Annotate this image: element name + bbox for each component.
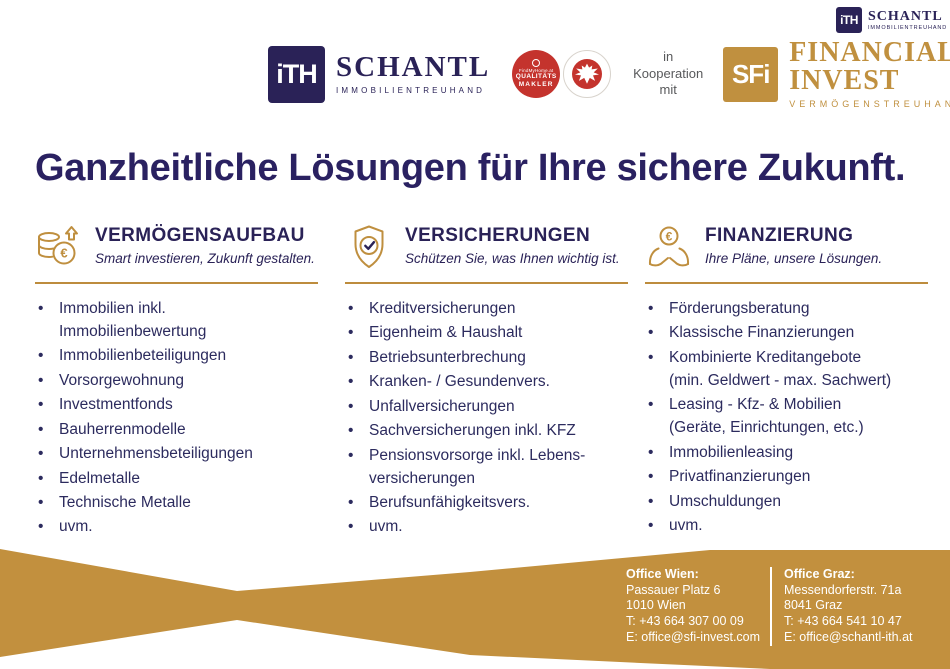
list-item: uvm.: [35, 516, 318, 539]
sfi-monogram: SFi: [731, 58, 770, 89]
austrian-eagle-seal-icon: [563, 50, 612, 98]
service-list: FörderungsberatungKlassische Finanzierun…: [645, 298, 928, 538]
office-graz: Office Graz: Messendorferstr. 71a 8041 Gr…: [770, 567, 928, 646]
office-lines: Messendorferstr. 71a 8041 Graz T: +43 664 …: [784, 583, 928, 646]
office-title: Office Wien:: [626, 567, 699, 581]
office-line: T: +43 664 541 10 47: [784, 614, 902, 629]
brand-subtitle: IMMOBILIENTREUHAND: [336, 86, 486, 95]
badge-top-text: FindMyHome.at: [519, 67, 554, 73]
list-item: Berufsunfähigkeitsvers.: [345, 492, 628, 515]
header: iTH SCHANTL IMMOBILIENTREUHAND FindMyHom…: [268, 39, 950, 109]
list-item: Betriebsunterbrechung: [345, 347, 628, 370]
list-item: Umschuldungen: [645, 491, 928, 514]
coins-growth-icon: €: [38, 226, 78, 265]
column-heading: VERSICHERUNGEN: [405, 225, 591, 246]
list-item: Sachversicherungen inkl. KFZ: [345, 420, 628, 443]
svg-text:€: €: [666, 230, 673, 244]
list-item: Unternehmensbeteiligungen: [35, 443, 318, 466]
svg-text:€: €: [60, 246, 67, 261]
sfi-logo-icon: SFi: [723, 46, 779, 102]
list-item: Unfallversicherungen: [345, 396, 628, 419]
office-line: Passauer Platz 6: [626, 582, 721, 597]
partner-subtitle: VERMÖGENSTREUHAND: [789, 99, 950, 109]
ith-logo-icon: iTH: [836, 7, 862, 33]
list-item: Pensionsvorsorge inkl. Lebens- versicher…: [345, 445, 628, 491]
shield-check-icon: [354, 225, 384, 268]
list-item: Vorsorgewohnung: [35, 370, 318, 393]
service-list: KreditversicherungenEigenheim & Haushalt…: [345, 298, 628, 539]
column-vermoegensaufbau: € VERMÖGENSAUFBAU Smart investieren, Zuk…: [35, 222, 318, 541]
gold-divider: [345, 282, 628, 284]
column-tagline: Ihre Pläne, unsere Lösungen.: [705, 250, 883, 266]
list-item: Technische Metalle: [35, 492, 318, 515]
office-line: E: office@sfi-invest.com: [626, 629, 761, 644]
office-line: T: +43 664 307 00 09: [626, 614, 744, 629]
partner-name: FINANCIAL INVEST: [789, 37, 950, 96]
column-versicherungen: VERSICHERUNGEN Schützen Sie, was Ihnen w…: [345, 222, 628, 541]
list-item: Kranken- / Gesundenvers.: [345, 371, 628, 394]
list-item: uvm.: [345, 516, 628, 539]
list-item: Edelmetalle: [35, 468, 318, 491]
column-tagline: Smart investieren, Zukunft gestalten.: [95, 250, 315, 266]
office-line: 8041 Graz: [784, 598, 843, 613]
gold-divider: [35, 282, 318, 284]
list-item: Immobilien inkl. Immobilienbewertung: [35, 298, 318, 344]
badge-emblem-icon: [532, 58, 541, 67]
hands-coin-icon: €: [648, 226, 690, 267]
column-tagline: Schützen Sie, was Ihnen wichtig ist.: [405, 250, 620, 266]
office-line: Messendorferstr. 71a: [784, 582, 902, 597]
list-item: Kreditversicherungen: [345, 298, 628, 321]
list-item: Investmentfonds: [35, 394, 318, 417]
gold-divider: [645, 282, 928, 284]
office-title: Office Graz:: [784, 567, 855, 581]
list-item: Privatfinanzierungen: [645, 466, 928, 489]
ith-monogram: iTH: [276, 58, 317, 89]
gold-ribbon-shape: [0, 549, 950, 669]
corner-brand-name: SCHANTL: [868, 9, 943, 24]
office-line: 1010 Wien: [626, 598, 686, 613]
list-item: Förderungsberatung: [645, 298, 928, 321]
office-line: E: office@schantl-ith.at: [784, 629, 913, 644]
service-list: Immobilien inkl. ImmobilienbewertungImmo…: [35, 298, 318, 539]
brand-name: SCHANTL: [336, 51, 491, 83]
list-item: Eigenheim & Haushalt: [345, 322, 628, 345]
ith-logo-icon: iTH: [268, 45, 325, 103]
badge-mid-text: QUALITÄTS: [515, 73, 557, 81]
eagle-emblem-icon: [572, 59, 603, 89]
column-heading: VERMÖGENSAUFBAU: [95, 225, 305, 246]
list-item: Klassische Finanzierungen: [645, 322, 928, 345]
office-wien: Office Wien: Passauer Platz 6 1010 Wien T:…: [626, 567, 770, 646]
page-title: Ganzheitliche Lösungen für Ihre sichere …: [35, 147, 906, 189]
column-heading: FINANZIERUNG: [705, 225, 854, 246]
badge-bottom-text: MAKLER: [518, 81, 554, 89]
cooperation-text: in Kooperation mit: [633, 48, 704, 98]
list-item: Immobilienleasing: [645, 442, 928, 465]
list-item: Bauherrenmodelle: [35, 419, 318, 442]
column-finanzierung: € FINANZIERUNG Ihre Pläne, unsere Lösung…: [645, 222, 928, 539]
corner-brand-logo: iTH SCHANTL IMMOBILIENTREUHAND: [836, 7, 947, 33]
list-item: Kombinierte Kreditangebote (min. Geldwer…: [645, 347, 928, 393]
quality-makler-badge-icon: FindMyHome.at QUALITÄTS MAKLER: [512, 50, 561, 98]
ith-monogram: iTH: [840, 13, 858, 27]
corner-brand-subtitle: IMMOBILIENTREUHAND: [868, 25, 948, 32]
office-contacts: Office Wien: Passauer Platz 6 1010 Wien T:…: [626, 567, 928, 646]
list-item: Immobilienbeteiligungen: [35, 345, 318, 368]
office-lines: Passauer Platz 6 1010 Wien T: +43 664 307 …: [626, 583, 770, 646]
list-item: Leasing - Kfz- & Mobilien (Geräte, Einri…: [645, 394, 928, 440]
list-item: uvm.: [645, 515, 928, 538]
